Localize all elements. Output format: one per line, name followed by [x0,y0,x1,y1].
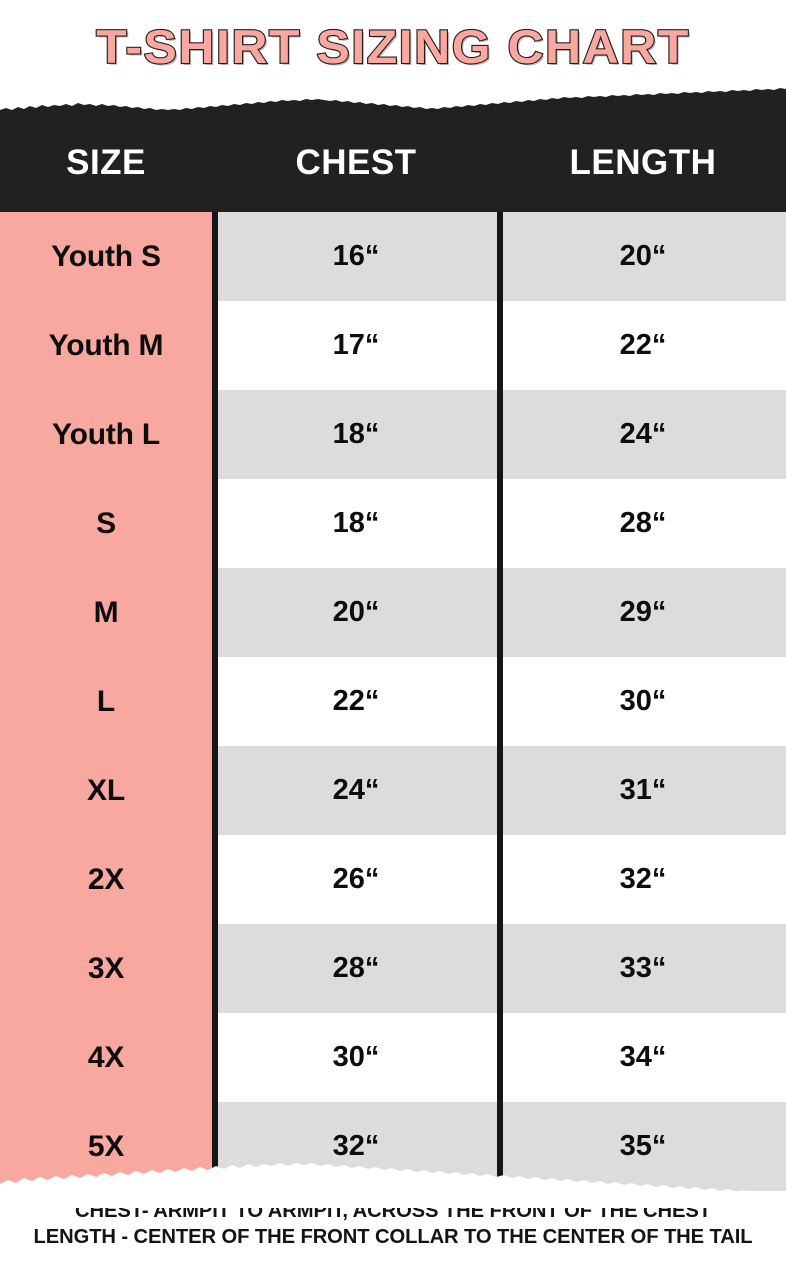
torn-edge-top-icon [0,88,786,212]
page-title: T-SHIRT SIZING CHART [95,19,690,73]
column-header-chest: CHEST [212,88,500,212]
cell-chest: 26“ [332,863,380,895]
cell-length: 31“ [619,774,667,806]
cell-size: 3X [0,924,212,1013]
cell-length: 22“ [619,329,667,361]
cell-chest: 18“ [332,507,380,539]
footer-line-length: LENGTH - CENTER OF THE FRONT COLLAR TO T… [33,1225,753,1248]
cell-size: M [0,568,212,657]
table-row: 2X 26“ 32“ [0,835,786,924]
cell-chest: 24“ [332,774,380,806]
torn-edge-bottom-icon [0,1163,786,1208]
cell-size: 2X [0,835,212,924]
cell-chest: 32“ [332,1130,380,1162]
cell-size: 4X [0,1013,212,1102]
sizing-table-body: Youth S 16“ 20“ Youth M 17“ 22“ Youth L 18“ 24“ S… [0,212,786,1191]
table-row: 4X 30“ 34“ [0,1013,786,1102]
table-row: M 20“ 29“ [0,568,786,657]
table-row: Youth S 16“ 20“ [0,212,786,301]
cell-size: L [0,657,212,746]
cell-chest: 20“ [332,596,380,628]
cell-length: 20“ [619,240,667,272]
column-header-size-label: SIZE [66,143,146,182]
cell-length: 32“ [619,863,667,895]
cell-size: S [0,479,212,568]
cell-length: 33“ [619,952,667,984]
table-row: Youth M 17“ 22“ [0,301,786,390]
column-header-size: SIZE [0,88,212,212]
cell-chest: 18“ [332,418,380,450]
table-row: 3X 28“ 33“ [0,924,786,1013]
table-header-band: SIZE CHEST LENGTH [0,88,786,212]
table-row: S 18“ 28“ [0,479,786,568]
title-area: T-SHIRT SIZING CHART [0,0,786,92]
cell-length: 29“ [619,596,667,628]
cell-length: 28“ [619,507,667,539]
torn-edge-bottom [0,1128,786,1208]
table-row: Youth L 18“ 24“ [0,390,786,479]
cell-chest: 17“ [332,329,380,361]
cell-size: Youth S [0,212,212,301]
table-row: XL 24“ 31“ [0,746,786,835]
column-header-length-label: LENGTH [569,143,717,182]
cell-chest: 22“ [332,685,380,717]
cell-chest: 28“ [332,952,380,984]
cell-length: 35“ [619,1130,667,1162]
column-header-chest-label: CHEST [295,143,417,182]
column-divider-2 [497,212,503,1191]
table-rows: Youth S 16“ 20“ Youth M 17“ 22“ Youth L 18“ 24“ S… [0,212,786,1191]
table-row: L 22“ 30“ [0,657,786,746]
cell-chest: 16“ [332,240,380,272]
cell-size: Youth M [0,301,212,390]
cell-length: 24“ [619,418,667,450]
cell-length: 34“ [619,1041,667,1073]
cell-size: XL [0,746,212,835]
cell-length: 30“ [619,685,667,717]
cell-size: Youth L [0,390,212,479]
cell-chest: 30“ [332,1041,380,1073]
column-divider-1 [212,212,218,1191]
column-header-length: LENGTH [500,88,786,212]
